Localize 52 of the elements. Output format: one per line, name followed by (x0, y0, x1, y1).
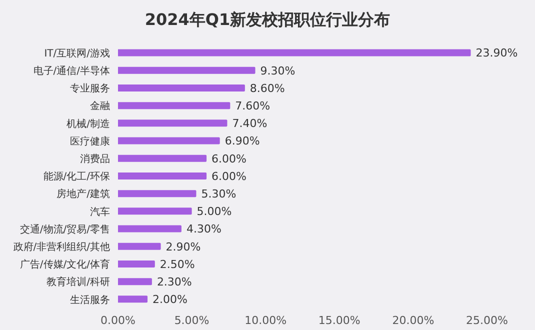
bar (118, 225, 182, 232)
data-label: 4.30% (186, 222, 222, 236)
data-label: 2.00% (152, 293, 188, 306)
bar (118, 172, 207, 180)
y-tick-label: 金融 (90, 100, 110, 112)
x-tick-label: 0.00% (100, 314, 136, 327)
bar (118, 120, 228, 127)
y-tick-label: 医疗健康 (70, 135, 110, 148)
bar (118, 242, 161, 250)
bar (118, 49, 471, 56)
data-label: 8.60% (250, 82, 285, 95)
y-tick-label: 消费品 (80, 152, 110, 165)
x-tick-label: 5.00% (174, 314, 210, 327)
y-tick-label: 交通/物流/贸易/零售 (20, 223, 110, 236)
data-label: 5.30% (201, 187, 236, 200)
data-label: 6.00% (212, 170, 247, 183)
y-tick-label: IT/互联网/游戏 (44, 47, 110, 60)
bar (118, 190, 196, 198)
y-tick-label: 电子/通信/半导体 (33, 64, 110, 77)
bar (118, 137, 220, 144)
data-label: 6.00% (212, 152, 247, 166)
y-tick-label: 政府/非营利组织/其他 (13, 240, 110, 253)
bar (118, 102, 230, 110)
y-tick-label: 专业服务 (70, 82, 110, 95)
data-label: 9.30% (260, 64, 296, 78)
bar (118, 154, 207, 162)
bar (118, 66, 256, 74)
y-tick-label: 广告/传媒/文化/体育 (20, 258, 110, 271)
y-tick-label: 汽车 (90, 206, 110, 218)
data-label: 7.40% (232, 117, 268, 130)
x-tick-label: 20.00% (392, 314, 434, 327)
bar (118, 296, 148, 303)
data-label: 2.30% (156, 275, 192, 288)
bar (118, 260, 155, 268)
x-tick-label: 15.00% (318, 314, 360, 327)
data-label: 2.90% (166, 240, 201, 254)
data-label: 7.60% (235, 99, 270, 112)
bar (118, 278, 152, 286)
bar (118, 84, 245, 92)
x-tick-label: 10.00% (244, 314, 287, 327)
data-label: 2.50% (160, 258, 195, 271)
data-label: 6.90% (224, 134, 260, 148)
chart-title: 2024年Q1新发校招职位行业分布 (144, 9, 392, 31)
y-tick-label: 能源/化工/环保 (43, 170, 110, 183)
y-tick-label: 教育培训/科研 (46, 276, 110, 288)
y-tick-label: 机械/制造 (66, 118, 110, 130)
x-tick-label: 25.00% (466, 314, 508, 327)
data-label: 5.00% (196, 205, 232, 218)
bar (118, 208, 192, 215)
data-label: 23.90% (476, 46, 518, 60)
y-tick-label: 房地产/建筑 (56, 188, 110, 200)
y-tick-label: 生活服务 (70, 294, 110, 306)
